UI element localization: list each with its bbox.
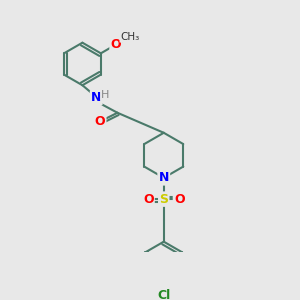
Text: H: H — [101, 90, 109, 100]
Text: O: O — [143, 193, 154, 206]
Text: O: O — [174, 193, 184, 206]
Text: Cl: Cl — [157, 289, 170, 300]
Text: O: O — [111, 38, 121, 51]
Text: N: N — [159, 171, 169, 184]
Text: CH₃: CH₃ — [120, 32, 139, 42]
Text: S: S — [159, 193, 168, 206]
Text: N: N — [91, 91, 101, 104]
Text: O: O — [94, 115, 105, 128]
